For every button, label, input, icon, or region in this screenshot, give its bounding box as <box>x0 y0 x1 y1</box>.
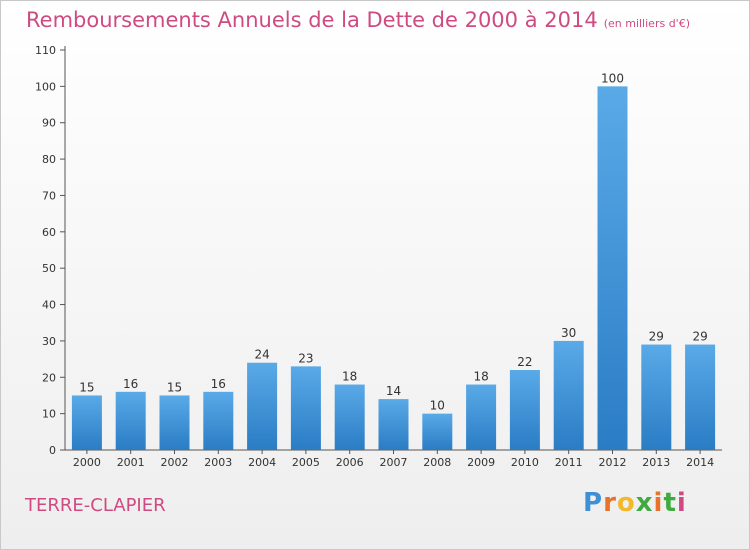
bar <box>641 344 672 450</box>
bar-value-label: 16 <box>211 377 226 391</box>
y-tick-label: 50 <box>42 262 56 275</box>
bar <box>159 395 190 450</box>
proxiti-logo: Proxiti <box>583 488 687 518</box>
x-tick-label: 2000 <box>73 456 101 469</box>
y-tick-label: 0 <box>49 444 56 457</box>
bar <box>422 413 453 450</box>
chart-title: Remboursements Annuels de la Dette de 20… <box>26 8 690 32</box>
bar-value-label: 30 <box>561 326 576 340</box>
y-tick-label: 60 <box>42 226 56 239</box>
y-tick-label: 70 <box>42 189 56 202</box>
logo-letter: x <box>635 488 654 518</box>
y-tick-label: 40 <box>42 299 56 312</box>
logo-letter: P <box>583 488 604 518</box>
x-tick-label: 2012 <box>599 456 627 469</box>
y-tick-label: 30 <box>42 335 56 348</box>
logo-letter: t <box>663 488 677 518</box>
x-tick-label: 2003 <box>204 456 232 469</box>
bar <box>71 395 102 450</box>
y-tick-label: 90 <box>42 117 56 130</box>
x-tick-label: 2011 <box>555 456 583 469</box>
bar-value-label: 29 <box>649 330 664 344</box>
bar-value-label: 18 <box>342 370 357 384</box>
bar-value-label: 23 <box>298 351 313 365</box>
bar-value-label: 29 <box>692 330 707 344</box>
x-tick-label: 2010 <box>511 456 539 469</box>
logo-letter: i <box>653 488 664 518</box>
x-tick-label: 2004 <box>248 456 276 469</box>
bar <box>597 86 628 450</box>
chart-title-text: Remboursements Annuels de la Dette de 20… <box>26 8 598 32</box>
bar-value-label: 15 <box>167 380 182 394</box>
bar <box>334 384 365 450</box>
bar-value-label: 14 <box>386 384 401 398</box>
x-tick-label: 2005 <box>292 456 320 469</box>
x-tick-label: 2002 <box>161 456 189 469</box>
bar <box>509 370 540 450</box>
bar <box>378 399 409 450</box>
bar-value-label: 24 <box>254 348 269 362</box>
bar-value-label: 15 <box>79 380 94 394</box>
y-tick-label: 10 <box>42 408 56 421</box>
x-tick-label: 2008 <box>423 456 451 469</box>
bar <box>247 362 278 450</box>
bar-value-label: 18 <box>473 370 488 384</box>
bar <box>115 391 146 450</box>
x-tick-label: 2013 <box>642 456 670 469</box>
logo-letter: o <box>616 488 636 518</box>
bar <box>290 366 321 450</box>
bar-value-label: 16 <box>123 377 138 391</box>
x-tick-label: 2007 <box>380 456 408 469</box>
bar <box>553 340 584 450</box>
bar-value-label: 22 <box>517 355 532 369</box>
x-tick-label: 2001 <box>117 456 145 469</box>
bar <box>685 344 716 450</box>
y-tick-label: 20 <box>42 371 56 384</box>
bar-value-label: 100 <box>601 71 624 85</box>
logo-letter: r <box>603 488 617 518</box>
y-tick-label: 80 <box>42 153 56 166</box>
bar <box>203 391 234 450</box>
y-tick-label: 100 <box>35 80 56 93</box>
chart-subtitle: (en milliers d'€) <box>603 17 690 30</box>
bar <box>466 384 497 450</box>
location-label: TERRE-CLAPIER <box>25 495 166 516</box>
bar-value-label: 10 <box>430 399 445 413</box>
x-tick-label: 2006 <box>336 456 364 469</box>
x-tick-label: 2014 <box>686 456 714 469</box>
y-tick-label: 110 <box>35 44 56 57</box>
x-tick-label: 2009 <box>467 456 495 469</box>
logo-letter: i <box>676 488 687 518</box>
